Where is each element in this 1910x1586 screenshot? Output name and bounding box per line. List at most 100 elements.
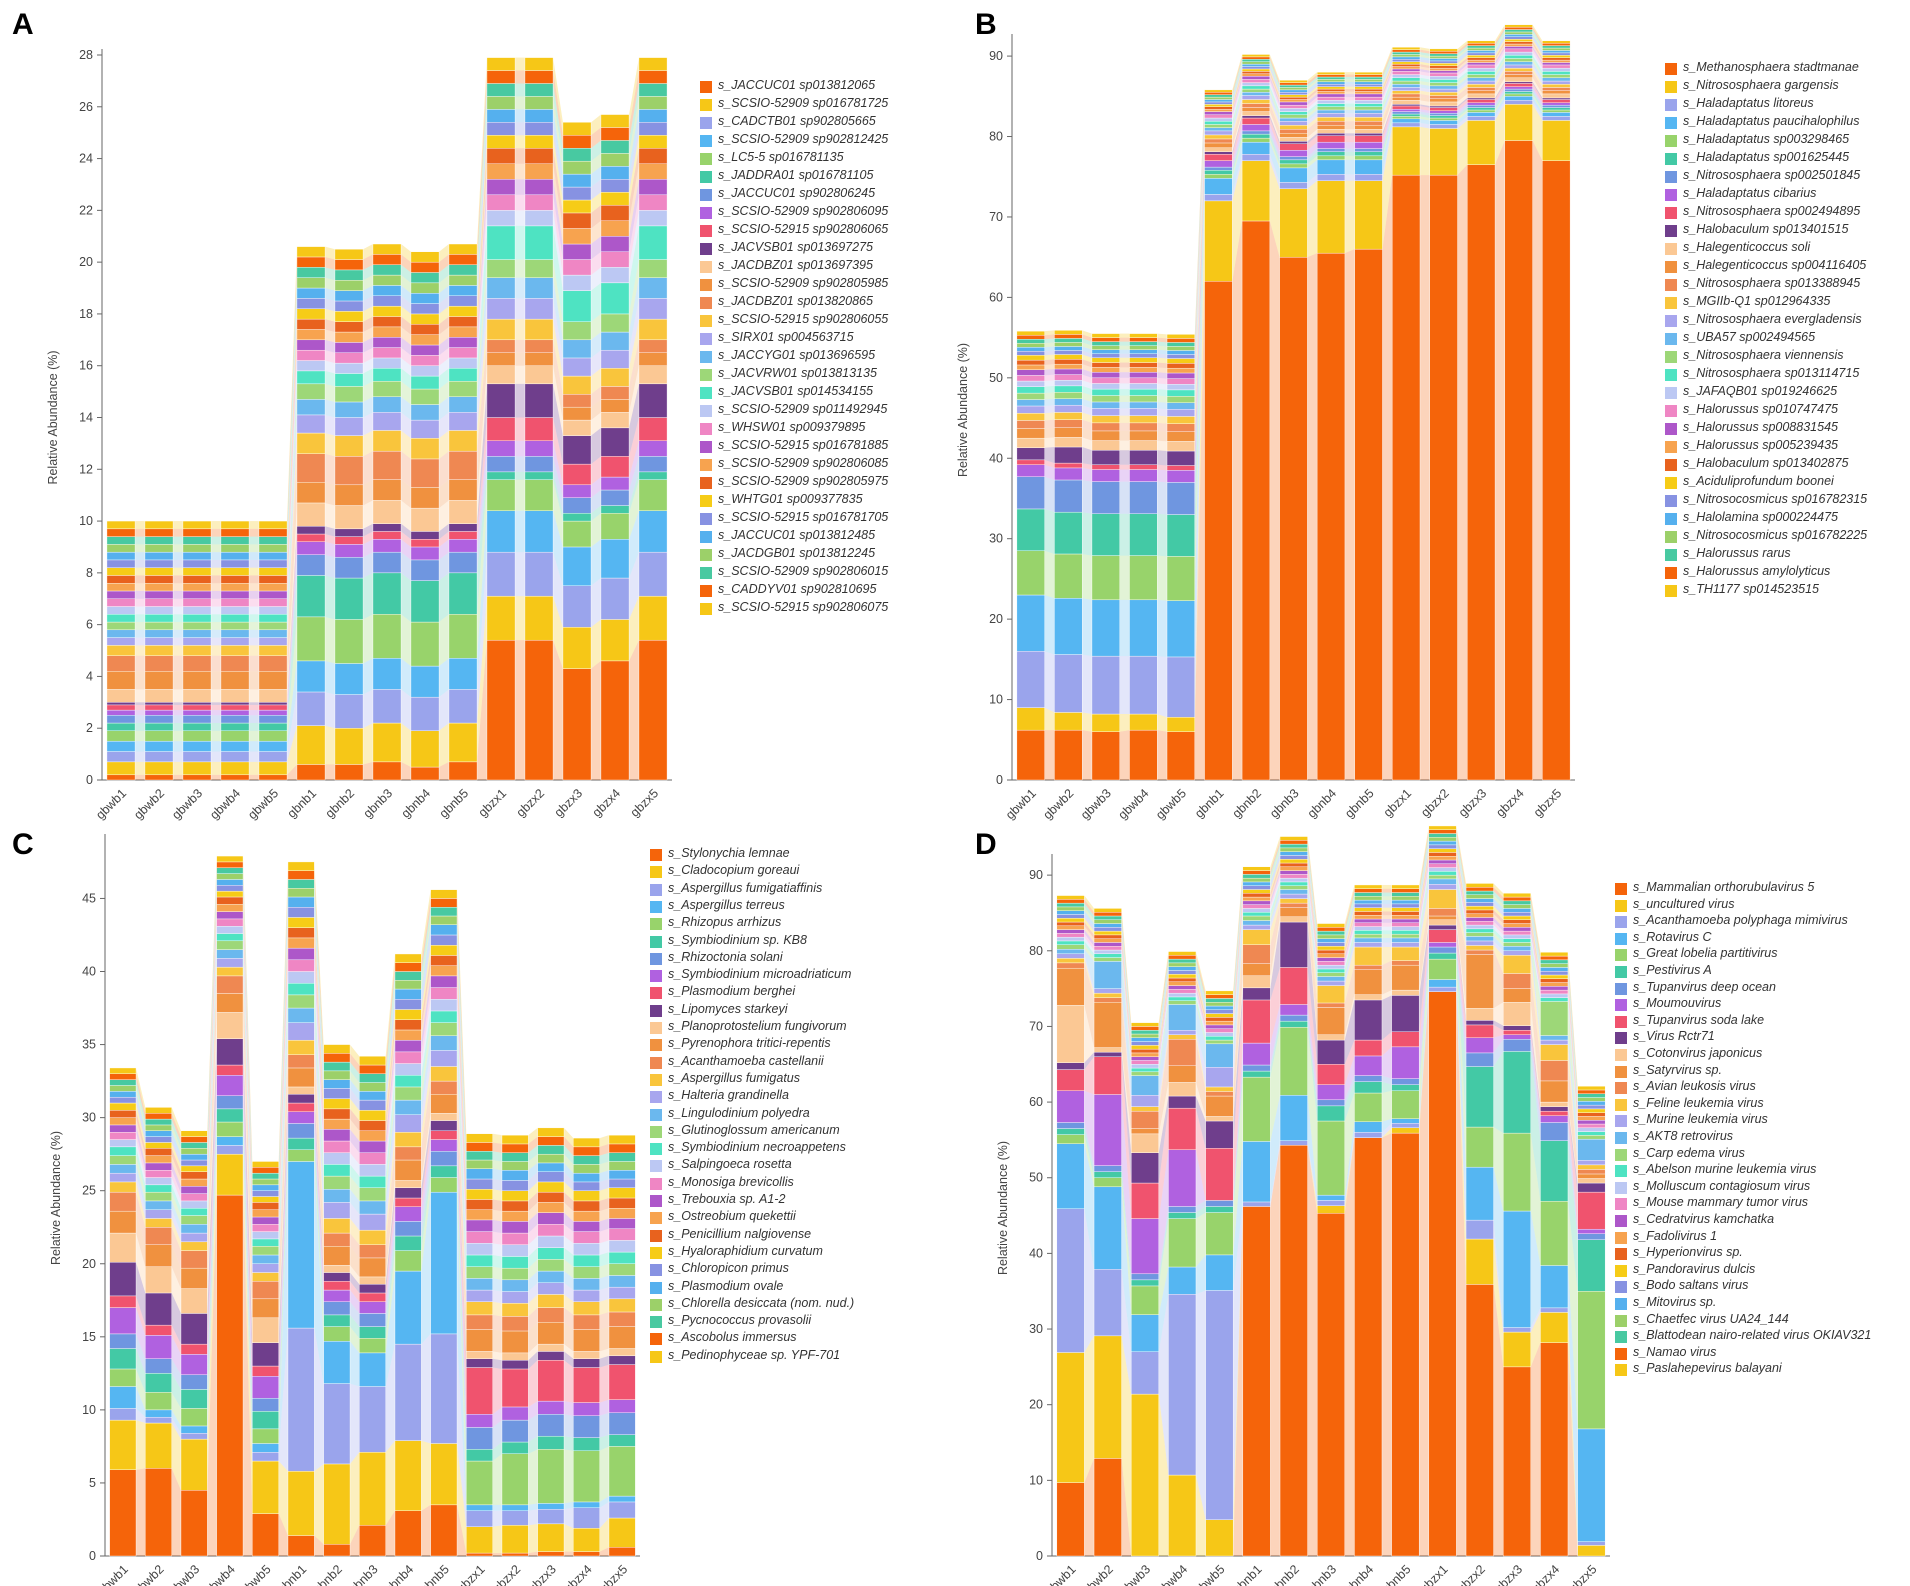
bar-segment xyxy=(1317,1039,1345,1065)
bar-segment xyxy=(1391,892,1420,897)
bar-segment xyxy=(501,1279,529,1292)
bar-segment xyxy=(144,590,174,599)
flow-band xyxy=(1382,111,1393,152)
flow-band xyxy=(528,1212,538,1234)
bar-segment xyxy=(1316,112,1346,118)
flow-band xyxy=(278,917,288,1203)
bar-segment xyxy=(1279,885,1308,890)
legend-swatch xyxy=(700,171,712,183)
flow-band xyxy=(1381,915,1392,920)
legend-label: s_Moumouvirus xyxy=(1633,996,1722,1011)
flow-band xyxy=(492,1231,502,1245)
bar-segment xyxy=(1056,953,1085,959)
bar-segment xyxy=(410,696,440,732)
flow-band xyxy=(1307,907,1318,1035)
legend-swatch xyxy=(1615,932,1627,945)
flow-band xyxy=(1270,859,1281,894)
bar-segment xyxy=(638,57,668,71)
flow-band xyxy=(591,619,601,669)
bar-segment xyxy=(359,1175,386,1188)
bar-segment xyxy=(1465,894,1494,899)
flow-band xyxy=(1493,945,1504,974)
bar-segment xyxy=(537,1551,565,1557)
y-tick-label: 16 xyxy=(79,359,93,373)
flow-band xyxy=(1419,52,1430,57)
flow-band xyxy=(492,1219,502,1234)
flow-band xyxy=(207,926,217,1209)
bar-segment xyxy=(1540,952,1569,957)
flow-band xyxy=(1530,1039,1541,1141)
bar-segment xyxy=(1391,946,1420,961)
flow-band xyxy=(207,1154,217,1491)
flow-band xyxy=(278,1513,288,1556)
bar-segment xyxy=(638,339,668,353)
bar-segment xyxy=(296,502,326,527)
flow-band xyxy=(515,194,525,211)
flow-band xyxy=(287,399,297,638)
flow-band xyxy=(211,528,221,537)
flow-band xyxy=(421,1113,431,1188)
flow-band xyxy=(599,1218,609,1232)
flow-band xyxy=(477,163,487,338)
flow-band xyxy=(1084,899,1095,916)
flow-band xyxy=(385,1063,395,1177)
bar-segment xyxy=(359,1386,386,1453)
flow-band xyxy=(243,926,253,1239)
bar-segment xyxy=(1016,339,1045,344)
legend-swatch xyxy=(1665,459,1677,471)
bar-segment xyxy=(394,1019,422,1031)
bar-segment xyxy=(430,898,458,908)
flow-band xyxy=(1495,104,1505,165)
bar-segment xyxy=(1354,994,1383,1001)
bar-segment xyxy=(1354,1137,1383,1557)
flow-band xyxy=(477,417,487,540)
flow-band xyxy=(325,482,335,506)
flow-band xyxy=(385,1146,395,1258)
legend-swatch xyxy=(1615,1298,1627,1310)
bar-segment xyxy=(1016,459,1045,465)
flow-band xyxy=(1381,884,1392,889)
flow-band xyxy=(171,1107,181,1137)
flow-band xyxy=(136,1139,146,1185)
bar-segment xyxy=(1093,1177,1122,1188)
flow-band xyxy=(599,1143,609,1156)
flow-band xyxy=(173,689,183,703)
bar-segment xyxy=(1429,112,1458,116)
legend-swatch xyxy=(1615,1231,1627,1244)
flow-band xyxy=(1082,338,1092,346)
flow-band xyxy=(171,1358,181,1390)
flow-band xyxy=(1307,1027,1318,1196)
bar-segment xyxy=(1166,514,1195,557)
flow-band xyxy=(1419,84,1430,90)
flow-band xyxy=(439,326,449,345)
flow-band xyxy=(1456,987,1467,1240)
bar-segment xyxy=(216,911,244,920)
flow-band xyxy=(401,316,411,335)
bar-segment xyxy=(258,598,288,607)
bar-segment xyxy=(394,1343,422,1441)
bar-segment xyxy=(1166,465,1195,471)
flow-band xyxy=(1044,464,1055,480)
bar-segment xyxy=(1166,396,1195,403)
flow-band xyxy=(629,640,639,780)
flow-band xyxy=(1084,914,1095,932)
flow-band xyxy=(249,702,259,705)
bar-segment xyxy=(1279,89,1308,93)
flow-band xyxy=(211,583,221,591)
legend-label: s_Cedratvirus kamchatka xyxy=(1633,1212,1775,1226)
bar-segment xyxy=(537,1294,565,1308)
bar-segment xyxy=(410,355,440,366)
bar-segment xyxy=(1577,1138,1606,1161)
bar-segment xyxy=(1129,450,1158,465)
bar-segment xyxy=(372,551,402,574)
legend-swatch xyxy=(1615,1015,1627,1028)
bar-segment xyxy=(537,1400,565,1415)
bar-segment xyxy=(1391,903,1420,908)
bar-segment xyxy=(1168,1266,1197,1295)
bar-segment xyxy=(608,1170,636,1180)
flow-band xyxy=(1158,1206,1169,1280)
flow-band xyxy=(314,1008,324,1203)
bar-segment xyxy=(1316,81,1346,85)
bar-segment xyxy=(252,1172,279,1180)
flow-band xyxy=(314,1161,324,1384)
